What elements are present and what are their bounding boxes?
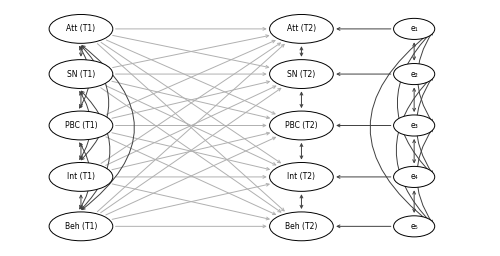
Text: Att (T1): Att (T1) <box>66 24 96 33</box>
Ellipse shape <box>49 60 113 89</box>
Ellipse shape <box>49 111 113 140</box>
Ellipse shape <box>270 212 334 241</box>
Text: e₃: e₃ <box>410 121 418 130</box>
Ellipse shape <box>270 163 334 191</box>
Ellipse shape <box>49 212 113 241</box>
Ellipse shape <box>270 111 334 140</box>
Ellipse shape <box>49 163 113 191</box>
Text: PBC (T1): PBC (T1) <box>64 121 98 130</box>
Ellipse shape <box>270 60 334 89</box>
Text: PBC (T2): PBC (T2) <box>285 121 318 130</box>
Text: Beh (T2): Beh (T2) <box>286 222 318 231</box>
Ellipse shape <box>49 15 113 43</box>
Circle shape <box>394 18 434 39</box>
Text: Int (T2): Int (T2) <box>288 173 316 182</box>
Text: SN (T2): SN (T2) <box>288 70 316 79</box>
Text: e₄: e₄ <box>410 173 418 182</box>
Text: Int (T1): Int (T1) <box>67 173 95 182</box>
Text: SN (T1): SN (T1) <box>67 70 95 79</box>
Circle shape <box>394 166 434 187</box>
Text: Beh (T1): Beh (T1) <box>65 222 97 231</box>
Text: e₂: e₂ <box>410 70 418 79</box>
Ellipse shape <box>270 15 334 43</box>
Text: e₁: e₁ <box>410 24 418 33</box>
Text: Att (T2): Att (T2) <box>287 24 316 33</box>
Circle shape <box>394 216 434 237</box>
Circle shape <box>394 115 434 136</box>
Circle shape <box>394 63 434 84</box>
Text: e₅: e₅ <box>410 222 418 231</box>
